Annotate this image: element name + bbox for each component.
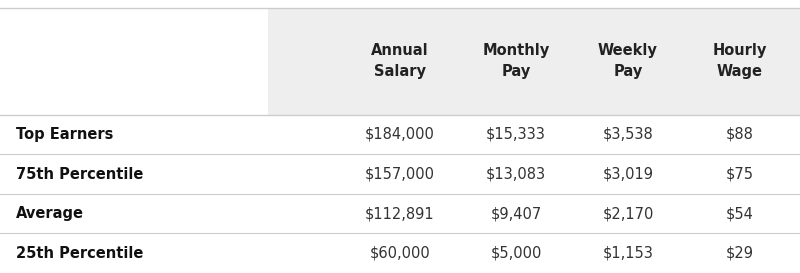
Text: $29: $29: [726, 246, 754, 261]
Text: Weekly
Pay: Weekly Pay: [598, 43, 658, 79]
Text: Hourly
Wage: Hourly Wage: [713, 43, 767, 79]
Text: $15,333: $15,333: [486, 127, 546, 142]
Text: $88: $88: [726, 127, 754, 142]
Text: Top Earners: Top Earners: [16, 127, 114, 142]
Text: $54: $54: [726, 206, 754, 221]
Text: $2,170: $2,170: [602, 206, 654, 221]
Text: $184,000: $184,000: [365, 127, 435, 142]
Text: $3,538: $3,538: [602, 127, 654, 142]
Text: 75th Percentile: 75th Percentile: [16, 167, 143, 182]
Text: $112,891: $112,891: [365, 206, 435, 221]
Text: $75: $75: [726, 167, 754, 182]
Text: Average: Average: [16, 206, 84, 221]
Text: $13,083: $13,083: [486, 167, 546, 182]
Text: $157,000: $157,000: [365, 167, 435, 182]
Text: $3,019: $3,019: [602, 167, 654, 182]
Text: $5,000: $5,000: [490, 246, 542, 261]
Text: $9,407: $9,407: [490, 206, 542, 221]
Text: Monthly
Pay: Monthly Pay: [482, 43, 550, 79]
Text: $60,000: $60,000: [370, 246, 430, 261]
Text: Annual
Salary: Annual Salary: [371, 43, 429, 79]
Text: $1,153: $1,153: [602, 246, 654, 261]
Bar: [268, 8, 800, 115]
Text: 25th Percentile: 25th Percentile: [16, 246, 143, 261]
